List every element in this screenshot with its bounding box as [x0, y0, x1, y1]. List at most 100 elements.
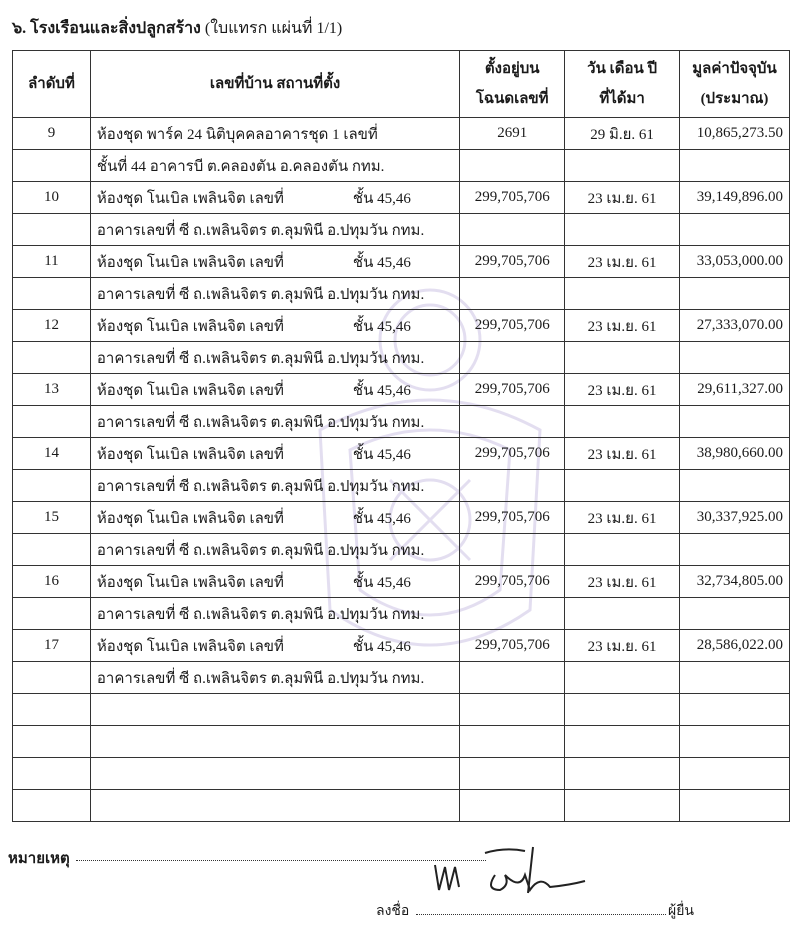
signer-role: ผู้ยื่น [668, 904, 694, 919]
table-row: 11 ห้องชุด โนเบิล เพลินจิต เลขที่ ชั้น 45… [12, 245, 790, 278]
section-title: ๖. โรงเรือนและสิ่งปลูกสร้าง (ใบแทรก แผ่น… [12, 16, 342, 41]
table-row: 15 ห้องชุด โนเบิล เพลินจิต เลขที่ ชั้น 45… [12, 501, 790, 534]
section-title-main: ๖. โรงเรือนและสิ่งปลูกสร้าง [12, 20, 201, 37]
row-value: 33,053,000.00 [679, 245, 790, 278]
row-address-line1: ห้องชุด โนเบิล เพลินจิต เลขที่ ชั้น 45,46 [89, 629, 461, 662]
row-floor: ชั้น 45,46 [352, 446, 411, 463]
row-seq: 16 [12, 565, 91, 598]
row-seq: 13 [12, 373, 91, 406]
empty-row [12, 693, 790, 726]
row-address-line2: อาคารเลขที่ ซี ถ.เพลินจิตร ต.ลุมพินี อ.ป… [89, 597, 461, 630]
table-row-continuation: อาคารเลขที่ ซี ถ.เพลินจิตร ต.ลุมพินี อ.ป… [12, 597, 790, 630]
row-address-line1: ห้องชุด โนเบิล เพลินจิต เลขที่ ชั้น 45,46 [89, 565, 461, 598]
header-seq: ลำดับที่ [12, 50, 91, 118]
row-seq: 17 [12, 629, 91, 662]
table-header-row: ลำดับที่ เลขที่บ้าน สถานที่ตั้ง ตั้งอยู่… [12, 50, 790, 118]
buildings-table: ลำดับที่ เลขที่บ้าน สถานที่ตั้ง ตั้งอยู่… [12, 50, 790, 822]
row-deed: 299,705,706 [459, 437, 566, 470]
table-row-continuation: อาคารเลขที่ ซี ถ.เพลินจิตร ต.ลุมพินี อ.ป… [12, 661, 790, 694]
table-row-continuation: อาคารเลขที่ ซี ถ.เพลินจิตร ต.ลุมพินี อ.ป… [12, 277, 790, 310]
row-deed: 299,705,706 [459, 181, 566, 214]
signature-line [416, 914, 666, 915]
row-date: 29 มิ.ย. 61 [564, 117, 680, 150]
row-address-line1: ห้องชุด โนเบิล เพลินจิต เลขที่ ชั้น 45,46 [89, 373, 461, 406]
row-deed: 299,705,706 [459, 245, 566, 278]
section-title-suffix: (ใบแทรก แผ่นที่ 1/1) [204, 20, 343, 37]
table-row-continuation: อาคารเลขที่ ซี ถ.เพลินจิตร ต.ลุมพินี อ.ป… [12, 213, 790, 246]
row-deed: 299,705,706 [459, 309, 566, 342]
row-seq: 9 [12, 117, 91, 150]
row-address-line2: อาคารเลขที่ ซี ถ.เพลินจิตร ต.ลุมพินี อ.ป… [89, 469, 461, 502]
row-seq: 14 [12, 437, 91, 470]
header-value: มูลค่าปัจจุบัน (ประมาณ) [679, 50, 790, 118]
row-date: 23 เม.ย. 61 [564, 245, 680, 278]
remark-field [76, 860, 486, 861]
signature-icon [434, 846, 586, 894]
header-deed: ตั้งอยู่บน โฉนดเลขที่ [459, 50, 566, 118]
row-floor: ชั้น 45,46 [352, 190, 411, 207]
row-date: 23 เม.ย. 61 [564, 181, 680, 214]
row-floor: ชั้น 45,46 [352, 638, 411, 655]
row-address-line1: ห้องชุด โนเบิล เพลินจิต เลขที่ ชั้น 45,46 [89, 501, 461, 534]
row-date: 23 เม.ย. 61 [564, 437, 680, 470]
row-date: 23 เม.ย. 61 [564, 309, 680, 342]
table-row: 14 ห้องชุด โนเบิล เพลินจิต เลขที่ ชั้น 45… [12, 437, 790, 470]
row-date: 23 เม.ย. 61 [564, 501, 680, 534]
row-value: 32,734,805.00 [679, 565, 790, 598]
row-floor: ชั้น 45,46 [352, 510, 411, 527]
row-deed: 2691 [459, 117, 566, 150]
table-row: 17 ห้องชุด โนเบิล เพลินจิต เลขที่ ชั้น 45… [12, 629, 790, 662]
table-row: 12 ห้องชุด โนเบิล เพลินจิต เลขที่ ชั้น 45… [12, 309, 790, 342]
row-deed: 299,705,706 [459, 373, 566, 406]
row-address-line2: อาคารเลขที่ ซี ถ.เพลินจิตร ต.ลุมพินี อ.ป… [89, 341, 461, 374]
row-address-line1: ห้องชุด โนเบิล เพลินจิต เลขที่ ชั้น 45,46 [89, 309, 461, 342]
row-value: 39,149,896.00 [679, 181, 790, 214]
table-row-continuation: อาคารเลขที่ ซี ถ.เพลินจิตร ต.ลุมพินี อ.ป… [12, 405, 790, 438]
row-value: 28,586,022.00 [679, 629, 790, 662]
row-deed: 299,705,706 [459, 501, 566, 534]
table-row-continuation: อาคารเลขที่ ซี ถ.เพลินจิตร ต.ลุมพินี อ.ป… [12, 469, 790, 502]
table-row-continuation: อาคารเลขที่ ซี ถ.เพลินจิตร ต.ลุมพินี อ.ป… [12, 533, 790, 566]
row-date: 23 เม.ย. 61 [564, 373, 680, 406]
remark-label: หมายเหตุ [8, 851, 70, 867]
row-seq: 12 [12, 309, 91, 342]
row-seq: 15 [12, 501, 91, 534]
sign-label: ลงชื่อ [376, 904, 410, 919]
row-value: 10,865,273.50 [679, 117, 790, 150]
row-address-line2: อาคารเลขที่ ซี ถ.เพลินจิตร ต.ลุมพินี อ.ป… [89, 661, 461, 694]
header-address: เลขที่บ้าน สถานที่ตั้ง [89, 50, 461, 118]
empty-row [12, 789, 790, 822]
row-address-line1: ห้องชุด โนเบิล เพลินจิต เลขที่ ชั้น 45,46 [89, 437, 461, 470]
table-row: 16 ห้องชุด โนเบิล เพลินจิต เลขที่ ชั้น 45… [12, 565, 790, 598]
row-date: 23 เม.ย. 61 [564, 629, 680, 662]
row-address-line2: อาคารเลขที่ ซี ถ.เพลินจิตร ต.ลุมพินี อ.ป… [89, 277, 461, 310]
row-address-line1: ห้องชุด พาร์ค 24 นิติบุคคลอาคารชุด 1 เลข… [89, 117, 461, 150]
table-row: 9 ห้องชุด พาร์ค 24 นิติบุคคลอาคารชุด 1 เ… [12, 117, 790, 150]
row-seq: 10 [12, 181, 91, 214]
row-address-line2: อาคารเลขที่ ซี ถ.เพลินจิตร ต.ลุมพินี อ.ป… [89, 213, 461, 246]
row-address-line1: ห้องชุด โนเบิล เพลินจิต เลขที่ ชั้น 45,46 [89, 181, 461, 214]
row-address-line1: ห้องชุด โนเบิล เพลินจิต เลขที่ ชั้น 45,46 [89, 245, 461, 278]
header-date: วัน เดือน ปี ที่ได้มา [564, 50, 680, 118]
row-floor: ชั้น 45,46 [352, 318, 411, 335]
row-floor: ชั้น 45,46 [352, 382, 411, 399]
table-row-continuation: ชั้นที่ 44 อาคารบี ต.คลองตัน อ.คลองตัน ก… [12, 149, 790, 182]
row-address-line2: ชั้นที่ 44 อาคารบี ต.คลองตัน อ.คลองตัน ก… [89, 149, 461, 182]
row-value: 27,333,070.00 [679, 309, 790, 342]
empty-row [12, 725, 790, 758]
row-address-line2: อาคารเลขที่ ซี ถ.เพลินจิตร ต.ลุมพินี อ.ป… [89, 405, 461, 438]
row-floor: ชั้น 45,46 [352, 254, 411, 271]
row-value: 38,980,660.00 [679, 437, 790, 470]
row-address-line2: อาคารเลขที่ ซี ถ.เพลินจิตร ต.ลุมพินี อ.ป… [89, 533, 461, 566]
row-value: 30,337,925.00 [679, 501, 790, 534]
row-value: 29,611,327.00 [679, 373, 790, 406]
table-row-continuation: อาคารเลขที่ ซี ถ.เพลินจิตร ต.ลุมพินี อ.ป… [12, 341, 790, 374]
empty-row [12, 757, 790, 790]
row-deed: 299,705,706 [459, 629, 566, 662]
table-row: 10 ห้องชุด โนเบิล เพลินจิต เลขที่ ชั้น 45… [12, 181, 790, 214]
row-date: 23 เม.ย. 61 [564, 565, 680, 598]
row-floor: ชั้น 45,46 [352, 574, 411, 591]
row-seq: 11 [12, 245, 91, 278]
table-row: 13 ห้องชุด โนเบิล เพลินจิต เลขที่ ชั้น 45… [12, 373, 790, 406]
row-deed: 299,705,706 [459, 565, 566, 598]
